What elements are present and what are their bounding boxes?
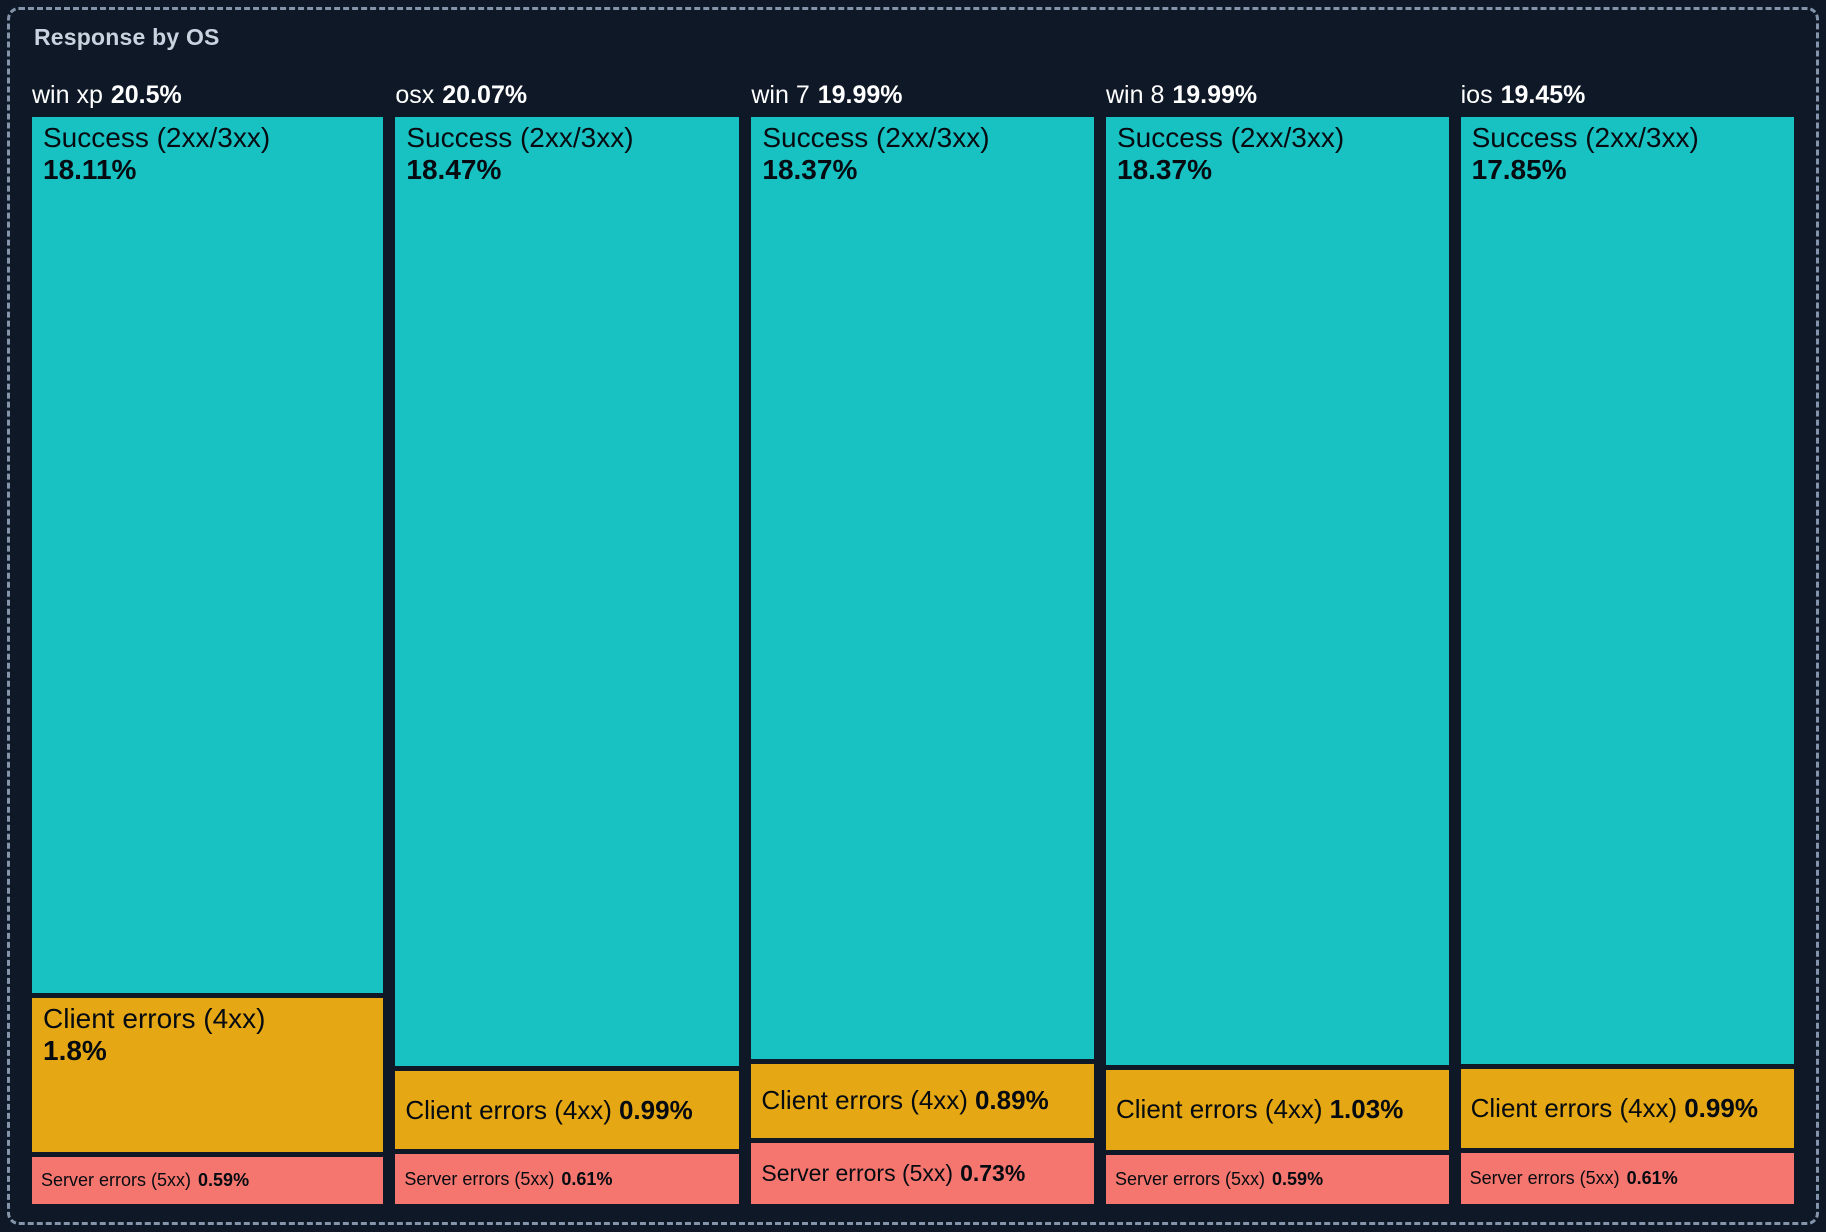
node-value: 18.11% [43,154,137,186]
node-value: 0.59% [198,1169,250,1190]
treemap-column: win xp 20.5% Success (2xx/3xx) 18.11% Client… [32,73,384,1204]
node-label: Client errors (4xx) [1116,1094,1323,1125]
node-label: Success (2xx/3xx) [1471,122,1699,153]
treemap-node[interactable]: Success (2xx/3xx) 18.37% [751,117,1094,1060]
column-os-name: win 8 [1106,81,1165,109]
column-os-percent: 19.99% [817,81,903,109]
node-value: 1.03% [1329,1094,1404,1125]
column-label: win 8 19.99% [1106,73,1449,117]
column-os-name: win 7 [751,81,810,109]
node-label: Server errors (5xx) [761,1159,954,1186]
node-label: Server errors (5xx) [1469,1168,1620,1189]
node-label: Server errors (5xx) [404,1168,555,1189]
treemap-column: win 7 19.99% Success (2xx/3xx) 18.37% Client… [751,73,1094,1205]
node-value: 18.47% [406,154,502,186]
treemap-node[interactable]: Client errors (4xx) 1.03% [1106,1069,1449,1150]
treemap-node[interactable]: Server errors (5xx) 0.61% [395,1154,740,1204]
node-label: Server errors (5xx) [1115,1168,1266,1189]
node-value: 0.99% [618,1094,693,1125]
node-label: Server errors (5xx) [41,1169,192,1190]
panel-title: Response by OS [34,24,220,50]
column-segments: Success (2xx/3xx) 18.37% Client errors (4x… [751,117,1094,1205]
node-value: 17.85% [1471,154,1567,186]
node-value: 0.61% [561,1168,613,1189]
node-value: 0.59% [1272,1168,1324,1189]
treemap-node[interactable]: Success (2xx/3xx) 18.37% [1106,117,1449,1065]
column-os-percent: 19.99% [1172,81,1258,109]
column-label: win xp 20.5% [32,73,383,117]
node-value: 0.73% [960,1159,1026,1186]
column-os-percent: 19.45% [1500,81,1586,109]
node-value: 1.8% [43,1035,107,1067]
treemap-node[interactable]: Client errors (4xx) 0.89% [751,1064,1094,1138]
node-value: 18.37% [762,154,858,186]
node-value: 0.61% [1626,1168,1678,1189]
column-os-name: win xp [32,81,103,109]
treemap-node[interactable]: Server errors (5xx) 0.61% [1460,1153,1794,1204]
treemap-node[interactable]: Server errors (5xx) 0.59% [1106,1154,1449,1204]
column-os-name: ios [1460,81,1493,109]
treemap-column: win 8 19.99% Success (2xx/3xx) 18.37% Client… [1106,73,1449,1204]
column-segments: Success (2xx/3xx) 18.47% Client errors (4x… [395,117,740,1204]
node-label: Success (2xx/3xx) [406,122,634,153]
node-value: 0.99% [1684,1092,1758,1123]
node-label: Success (2xx/3xx) [43,122,271,153]
treemap-node[interactable]: Server errors (5xx) 0.73% [751,1142,1094,1205]
column-os-percent: 20.07% [442,81,528,109]
node-label: Success (2xx/3xx) [762,122,990,153]
response-by-os-panel: Response by OS win xp 20.5% Success (2xx/3… [7,7,1819,1225]
column-os-percent: 20.5% [110,81,182,109]
column-label: ios 19.45% [1461,73,1794,117]
column-os-name: osx [395,81,435,109]
node-value: 0.89% [974,1085,1049,1116]
treemap-column: osx 20.07% Success (2xx/3xx) 18.47% Client e… [395,73,740,1204]
column-segments: Success (2xx/3xx) 18.37% Client errors (4x… [1106,117,1449,1204]
treemap-node[interactable]: Client errors (4xx) 0.99% [1460,1068,1794,1149]
treemap-node[interactable]: Success (2xx/3xx) 17.85% [1460,117,1794,1064]
node-label: Success (2xx/3xx) [1117,122,1345,153]
node-label: Client errors (4xx) [43,1002,266,1034]
treemap-node[interactable]: Server errors (5xx) 0.59% [32,1156,384,1204]
node-label: Client errors (4xx) [405,1094,612,1125]
treemap-node[interactable]: Success (2xx/3xx) 18.47% [395,117,740,1067]
treemap-node[interactable]: Client errors (4xx) 0.99% [395,1071,740,1150]
node-label: Client errors (4xx) [761,1085,968,1116]
column-label: osx 20.07% [395,73,739,117]
treemap: win xp 20.5% Success (2xx/3xx) 18.11% Client… [32,73,1794,1205]
treemap-node[interactable]: Client errors (4xx) 1.8% [32,997,384,1152]
treemap-column: ios 19.45% Success (2xx/3xx) 17.85% Client e… [1460,73,1794,1204]
column-segments: Success (2xx/3xx) 17.85% Client errors (4x… [1460,117,1794,1204]
treemap-node[interactable]: Success (2xx/3xx) 18.11% [32,117,384,993]
node-label: Client errors (4xx) [1470,1092,1678,1123]
column-label: win 7 19.99% [751,73,1094,117]
node-value: 18.37% [1117,154,1212,186]
column-segments: Success (2xx/3xx) 18.11% Client errors (4x… [32,117,384,1204]
